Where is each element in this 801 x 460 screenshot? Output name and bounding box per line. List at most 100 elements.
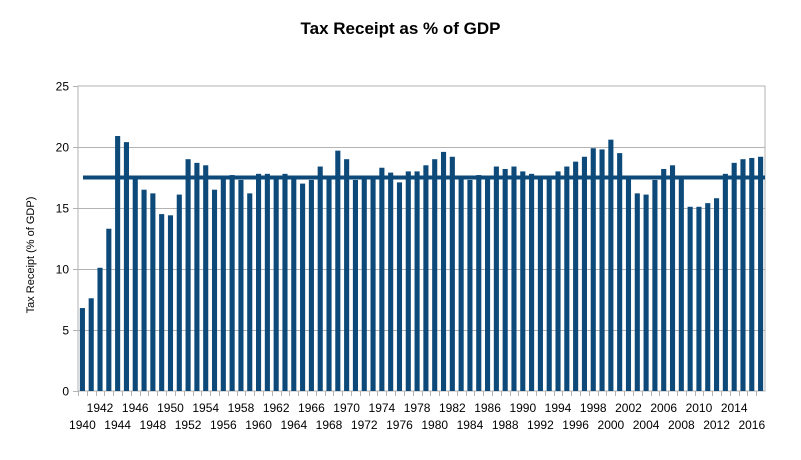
bar [467, 179, 473, 391]
y-tick-label: 15 [56, 202, 70, 216]
bar [203, 165, 209, 391]
bar [282, 173, 288, 391]
bar [229, 175, 235, 391]
bar [352, 179, 358, 391]
bar [643, 194, 649, 391]
bar [669, 165, 676, 391]
x-tick-label: 1992 [527, 418, 554, 432]
bar [731, 162, 737, 391]
bar [344, 159, 350, 391]
bar [590, 148, 596, 391]
x-tick-label: 1974 [369, 401, 396, 415]
x-tick-label: 2004 [633, 418, 660, 432]
plot-area [77, 85, 766, 392]
bar [247, 193, 253, 391]
bar [388, 172, 394, 391]
bar [581, 156, 587, 391]
x-tick-label: 2008 [668, 418, 695, 432]
y-tick-label: 25 [56, 80, 70, 94]
x-tick-label: 2014 [721, 401, 748, 415]
bar [740, 159, 746, 391]
bar [458, 177, 464, 391]
bar [167, 215, 174, 391]
bar [714, 198, 720, 391]
bar [185, 159, 191, 391]
x-tick-label: 1942 [87, 401, 114, 415]
x-tick-label: 1998 [580, 401, 607, 415]
bar [115, 136, 121, 391]
bar [106, 228, 112, 391]
bar [440, 151, 447, 391]
bar [264, 173, 270, 391]
x-tick-label: 2016 [738, 418, 765, 432]
bar [273, 176, 279, 391]
bar [414, 171, 420, 391]
bar [564, 166, 570, 391]
x-tick-label: 1976 [386, 418, 413, 432]
bar [599, 149, 605, 391]
bar [758, 156, 764, 391]
bar [141, 189, 147, 391]
bar [555, 171, 561, 391]
axes: 0 5 10 15 20 25 1940 1942 1944 1946 1948 1950 1952 19… [56, 80, 766, 433]
bar [696, 206, 702, 391]
x-tick-label: 2000 [598, 418, 625, 432]
x-tick-label: 1972 [351, 418, 378, 432]
bar [573, 161, 579, 391]
x-tick-label: 2006 [650, 401, 677, 415]
bar [529, 173, 535, 391]
x-tick-label: 1982 [439, 401, 466, 415]
bar [634, 193, 640, 391]
bar [88, 298, 94, 391]
bar [379, 167, 385, 391]
x-tick-label: 1962 [263, 401, 290, 415]
x-tick-label: 1960 [245, 418, 272, 432]
bar [652, 179, 658, 391]
bar [476, 175, 482, 391]
x-tick-label: 1996 [562, 418, 589, 432]
bar [502, 168, 508, 391]
bar [608, 139, 614, 391]
x-tick-label: 1966 [298, 401, 325, 415]
bar [370, 176, 376, 391]
bar [291, 176, 297, 391]
bar [256, 173, 262, 391]
y-tick-label: 20 [56, 141, 70, 155]
bar [211, 189, 218, 391]
bar [485, 177, 491, 391]
bar [661, 168, 667, 391]
bar [537, 177, 543, 391]
bar [132, 176, 138, 391]
chart-title: Tax Receipt as % of GDP [300, 19, 501, 38]
x-tick-label: 1940 [69, 418, 96, 432]
y-tick-label: 10 [56, 263, 70, 277]
bar [150, 193, 156, 391]
x-tick-label: 1946 [122, 401, 149, 415]
x-tick-label: 1958 [228, 401, 255, 415]
bar [617, 153, 623, 391]
bar [705, 203, 711, 391]
bar [432, 159, 438, 391]
bar [361, 176, 367, 391]
x-tick-label: 2002 [615, 401, 642, 415]
x-tick-label: 1980 [421, 418, 448, 432]
bar [449, 156, 455, 391]
x-tick-label: 1956 [210, 418, 237, 432]
gridlines [78, 147, 765, 331]
x-tick-label: 1954 [192, 401, 219, 415]
x-tick-label: 1984 [457, 418, 484, 432]
bar [687, 206, 693, 391]
x-tick-label: 1978 [404, 401, 431, 415]
bar [317, 166, 323, 391]
x-tick-label: 2010 [686, 401, 713, 415]
bar [493, 166, 499, 391]
x-tick-label: 1970 [333, 401, 360, 415]
bar [749, 157, 755, 391]
bar [97, 267, 103, 391]
bar [123, 142, 129, 391]
bar [722, 173, 728, 391]
bar [335, 150, 341, 391]
bar [326, 176, 332, 391]
y-tick-label: 5 [62, 324, 69, 338]
x-tick-label: 1952 [175, 418, 202, 432]
